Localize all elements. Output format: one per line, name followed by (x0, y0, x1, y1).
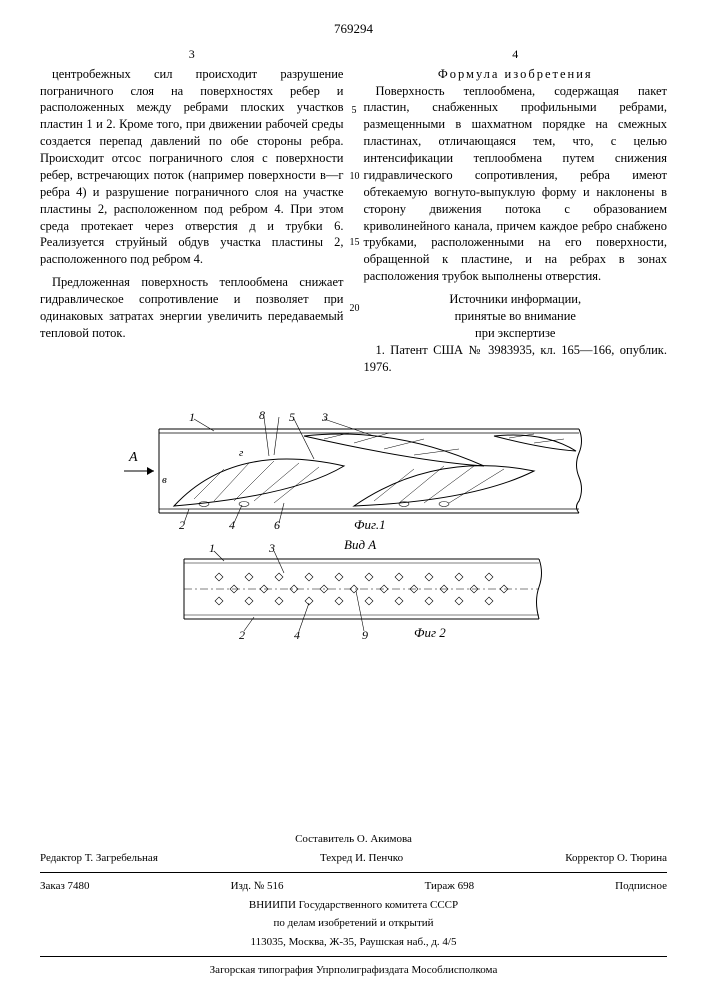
fig1-fins (174, 433, 576, 507)
fig1-c4: 4 (229, 518, 235, 531)
page: 769294 3 центробежных сил происходит раз… (0, 0, 707, 1000)
refs-title-2: принятые во внимание (364, 308, 668, 325)
fig1-c2: 2 (179, 518, 185, 531)
refs-title-1: Источники информации, (364, 291, 668, 308)
line-num-15: 15 (350, 236, 360, 250)
col-num-right: 4 (364, 46, 668, 62)
claims-title: Формула изобретения (364, 66, 668, 83)
fig2-c9: 9 (362, 628, 368, 642)
footer-subscription: Подписное (615, 879, 667, 894)
figures-block: А (114, 411, 594, 647)
fig1-c1: 1 (189, 411, 195, 424)
footer-techred: Техред И. Пенчко (320, 851, 403, 866)
footer-printer: Загорская типография Упрполиграфиздата М… (40, 961, 667, 980)
figure-2: Вид А (144, 537, 564, 647)
fig2-c2: 2 (239, 628, 245, 642)
figure-1: А (114, 411, 594, 531)
fig1-lг: г (239, 447, 244, 459)
claims-body: Поверхность теплообмена, содержащая паке… (364, 83, 668, 286)
footer-compiler: Составитель О. Акимова (40, 830, 667, 849)
refs-title-3: при экспертизе (364, 325, 668, 342)
fig1-lв: в (162, 474, 167, 486)
left-column: 3 центробежных сил происходит разрушение… (40, 46, 344, 382)
footer-order: Заказ 7480 (40, 879, 90, 894)
fig1-c3: 3 (321, 411, 328, 424)
footer-row-order: Заказ 7480 Изд. № 516 Тираж 698 Подписно… (40, 877, 667, 896)
fig1-c6: 6 (274, 518, 280, 531)
footer-editor: Редактор Т. Загребельная (40, 851, 158, 866)
footer-org1: ВНИИПИ Государственного комитета СССР (40, 896, 667, 915)
fig2-c3: 3 (268, 541, 275, 555)
fig2-c4: 4 (294, 628, 300, 642)
footer-block: Составитель О. Акимова Редактор Т. Загре… (40, 830, 667, 980)
fig2-view-label: Вид А (344, 537, 376, 552)
line-num-10: 10 (350, 170, 360, 184)
fig2-c1: 1 (209, 541, 215, 555)
fig2-label: Фиг 2 (414, 625, 446, 640)
footer-org2: по делам изобретений и открытий (40, 914, 667, 933)
fig1-c5: 5 (289, 411, 295, 424)
line-num-20: 20 (350, 302, 360, 316)
line-num-5: 5 (352, 104, 357, 118)
col-num-left: 3 (40, 46, 344, 62)
footer-addr: 113035, Москва, Ж-35, Раушская наб., д. … (40, 933, 667, 952)
fig1-c8: 8 (259, 411, 265, 422)
footer-edition: Изд. № 516 (231, 879, 284, 894)
refs-body: 1. Патент США № 3983935, кл. 165—166, оп… (364, 342, 668, 376)
footer-circulation: Тираж 698 (425, 879, 475, 894)
right-column: 4 Формула изобретения Поверхность теплоо… (364, 46, 668, 382)
left-para-2: Предложенная поверхность теплообмена сни… (40, 274, 344, 342)
text-columns: 3 центробежных сил происходит разрушение… (40, 46, 667, 382)
footer-corrector: Корректор О. Тюрина (565, 851, 667, 866)
document-number: 769294 (40, 20, 667, 38)
fig1-label: Фиг.1 (354, 517, 386, 531)
footer-row-editors: Редактор Т. Загребельная Техред И. Пенчк… (40, 849, 667, 868)
fig1-arrow-label: А (128, 450, 138, 465)
left-para-1: центробежных сил происходит разрушение п… (40, 66, 344, 269)
